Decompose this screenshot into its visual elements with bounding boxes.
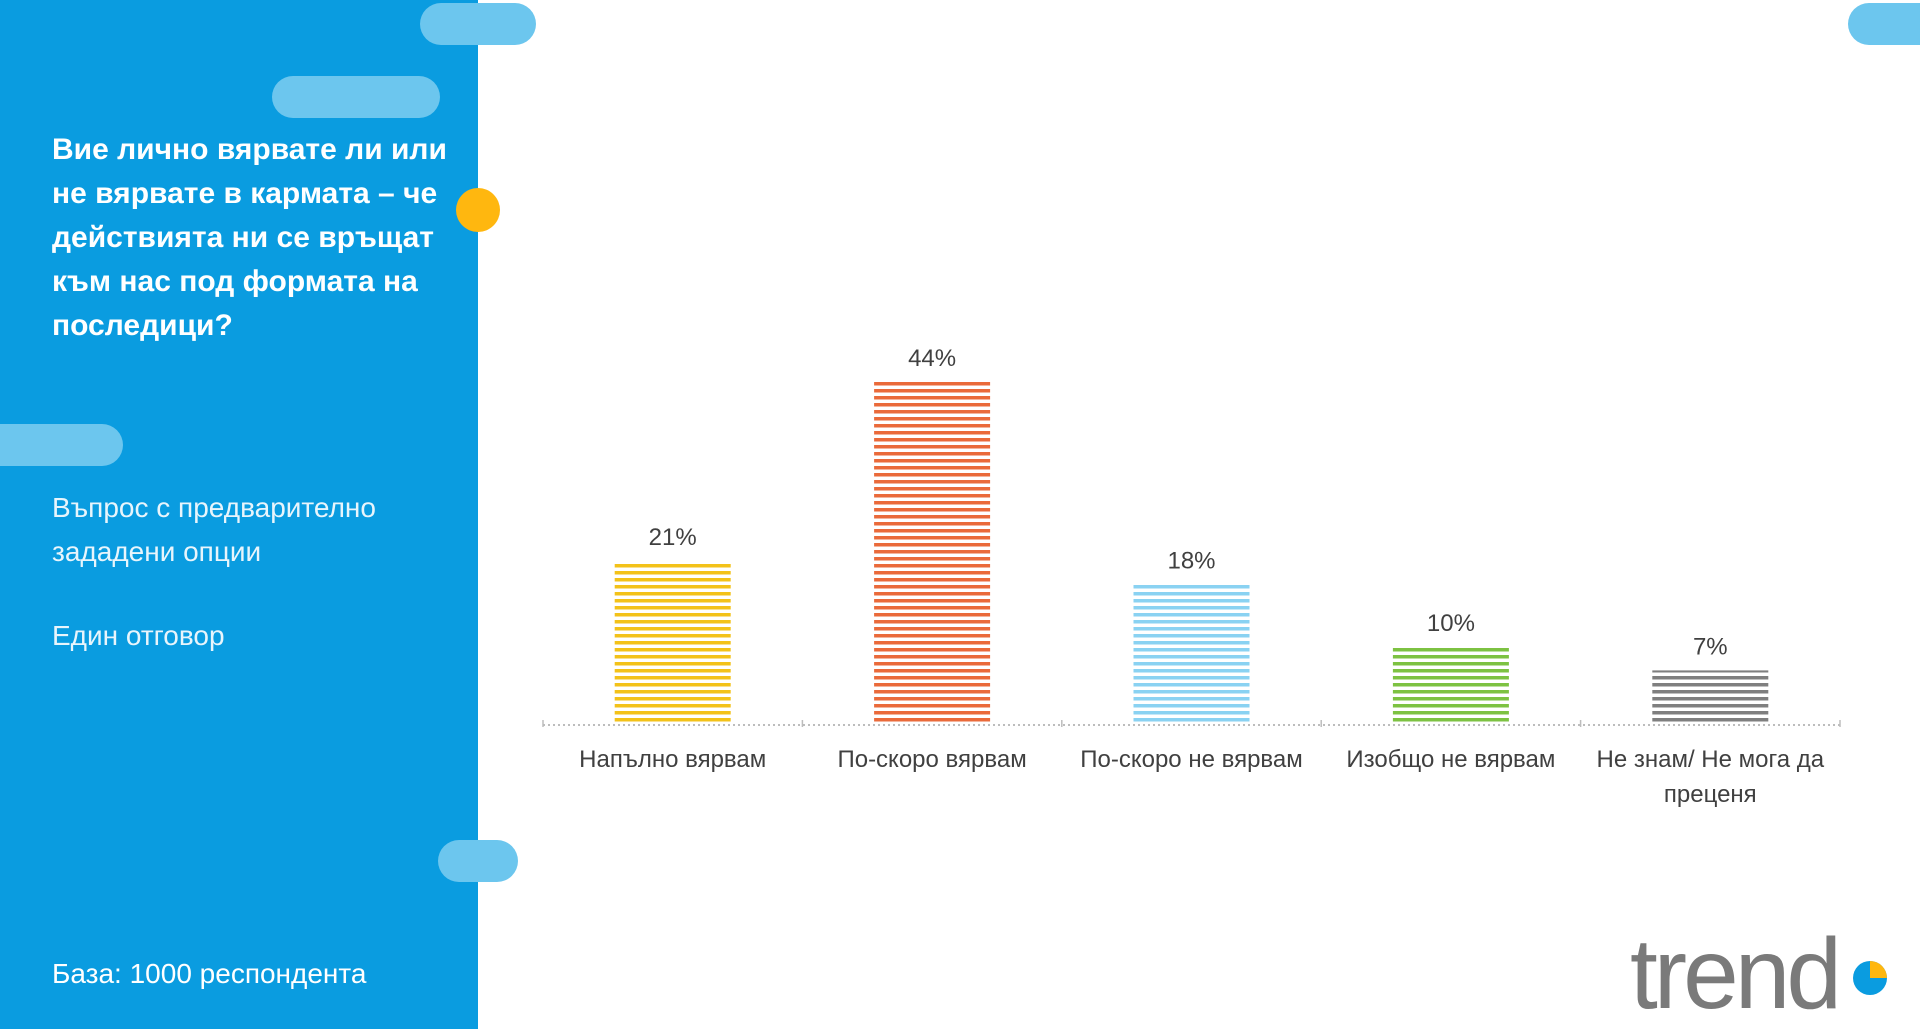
answer-type-note: Един отговор xyxy=(52,620,225,651)
base-note: База: 1000 респондента xyxy=(52,958,367,989)
bar-5 xyxy=(1652,670,1769,725)
bar-4 xyxy=(1392,647,1509,725)
logo-pie-slice xyxy=(1870,961,1887,978)
question-text: Вие лично вярвате ли или не вярвате в ка… xyxy=(52,133,447,342)
trend-logo: trend xyxy=(1630,920,1887,1020)
bar-chart: 21% Напълно вярвам 44% По-скоро вярвам 18% По… xyxy=(542,345,1841,808)
category-label-3: По-скоро не вярвам xyxy=(1080,746,1303,773)
decor-pill-upper xyxy=(272,76,440,118)
category-label-1: Напълно вярвам xyxy=(579,746,766,773)
data-label-5: 7% xyxy=(1693,633,1728,660)
bar-1 xyxy=(614,561,731,725)
category-label-5: Не знам/ Не мога да преценя xyxy=(1597,746,1825,808)
decor-pill-top-right xyxy=(1848,3,1920,45)
category-label-2: По-скоро вярвам xyxy=(837,746,1026,773)
bar-2 xyxy=(874,381,991,725)
decor-pill-top xyxy=(420,3,536,45)
data-label-2: 44% xyxy=(908,345,956,372)
data-label-3: 18% xyxy=(1167,548,1215,575)
bar-3 xyxy=(1133,584,1250,725)
decor-accent-dot xyxy=(456,188,500,232)
category-label-4: Изобщо не вярвам xyxy=(1346,746,1555,773)
decor-pill-middle xyxy=(0,424,123,466)
logo-wordmark: trend xyxy=(1630,920,1838,1020)
data-label-1: 21% xyxy=(649,524,697,551)
decor-pill-lower xyxy=(438,840,518,882)
data-label-4: 10% xyxy=(1427,610,1475,637)
question-type-note: Въпрос с предварително зададени опции xyxy=(52,492,376,567)
sidebar-panel: Вие лично вярвате ли или не вярвате в ка… xyxy=(0,0,478,1029)
